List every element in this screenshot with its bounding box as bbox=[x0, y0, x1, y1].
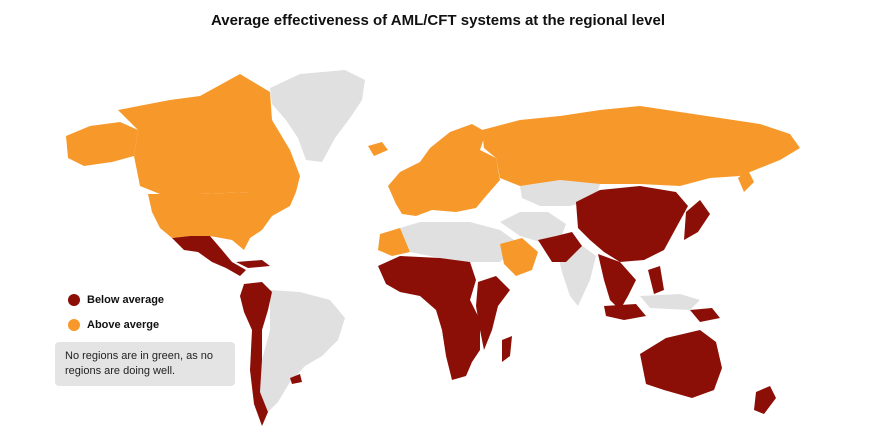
new-zealand-region bbox=[754, 386, 776, 414]
below-average-regions bbox=[172, 186, 776, 426]
falklands-region bbox=[290, 374, 302, 384]
madagascar-region bbox=[502, 336, 512, 362]
east-africa-region bbox=[476, 276, 510, 350]
legend-swatch-below-average bbox=[68, 294, 80, 306]
arabian-peninsula-region bbox=[500, 238, 538, 276]
central-asia-region bbox=[520, 180, 600, 206]
southeast-asia-region bbox=[598, 254, 636, 310]
legend-label-above-average: Above averge bbox=[87, 319, 160, 331]
greenland-region bbox=[270, 70, 365, 162]
above-average-regions bbox=[66, 74, 800, 276]
indonesia-region bbox=[604, 304, 646, 320]
australia-region bbox=[640, 330, 722, 398]
usa-region bbox=[148, 192, 296, 250]
caribbean-region bbox=[236, 260, 270, 268]
europe-region bbox=[388, 124, 500, 216]
northwest-africa-region bbox=[378, 228, 410, 256]
philippines-region bbox=[648, 266, 664, 294]
china-mongolia-region bbox=[576, 186, 688, 262]
indonesia-east-region bbox=[640, 294, 700, 310]
western-south-america-region bbox=[240, 282, 272, 426]
no-data-regions bbox=[260, 70, 700, 412]
alaska-region bbox=[66, 122, 138, 166]
russia-region bbox=[482, 106, 800, 186]
legend: Below average Above averge bbox=[68, 292, 164, 342]
papua-region bbox=[690, 308, 720, 322]
middle-east-region bbox=[500, 212, 566, 242]
iceland-region bbox=[368, 142, 388, 156]
west-central-africa-region bbox=[378, 256, 480, 380]
mexico-central-america-region bbox=[172, 236, 246, 276]
legend-label-below-average: Below average bbox=[87, 294, 165, 306]
south-asia-region bbox=[538, 232, 582, 262]
south-america-east-region bbox=[260, 290, 345, 412]
north-africa-region bbox=[400, 222, 520, 262]
legend-swatch-above-average bbox=[68, 319, 80, 331]
legend-item-below-average: Below average bbox=[68, 292, 164, 308]
note-box: No regions are in green, as no regions a… bbox=[55, 342, 235, 386]
kamchatka-region bbox=[738, 170, 754, 192]
canada-region bbox=[118, 74, 300, 194]
japan-region bbox=[684, 200, 710, 240]
map-title: Average effectiveness of AML/CFT systems… bbox=[210, 12, 666, 29]
legend-item-above-average: Above averge bbox=[68, 317, 164, 333]
